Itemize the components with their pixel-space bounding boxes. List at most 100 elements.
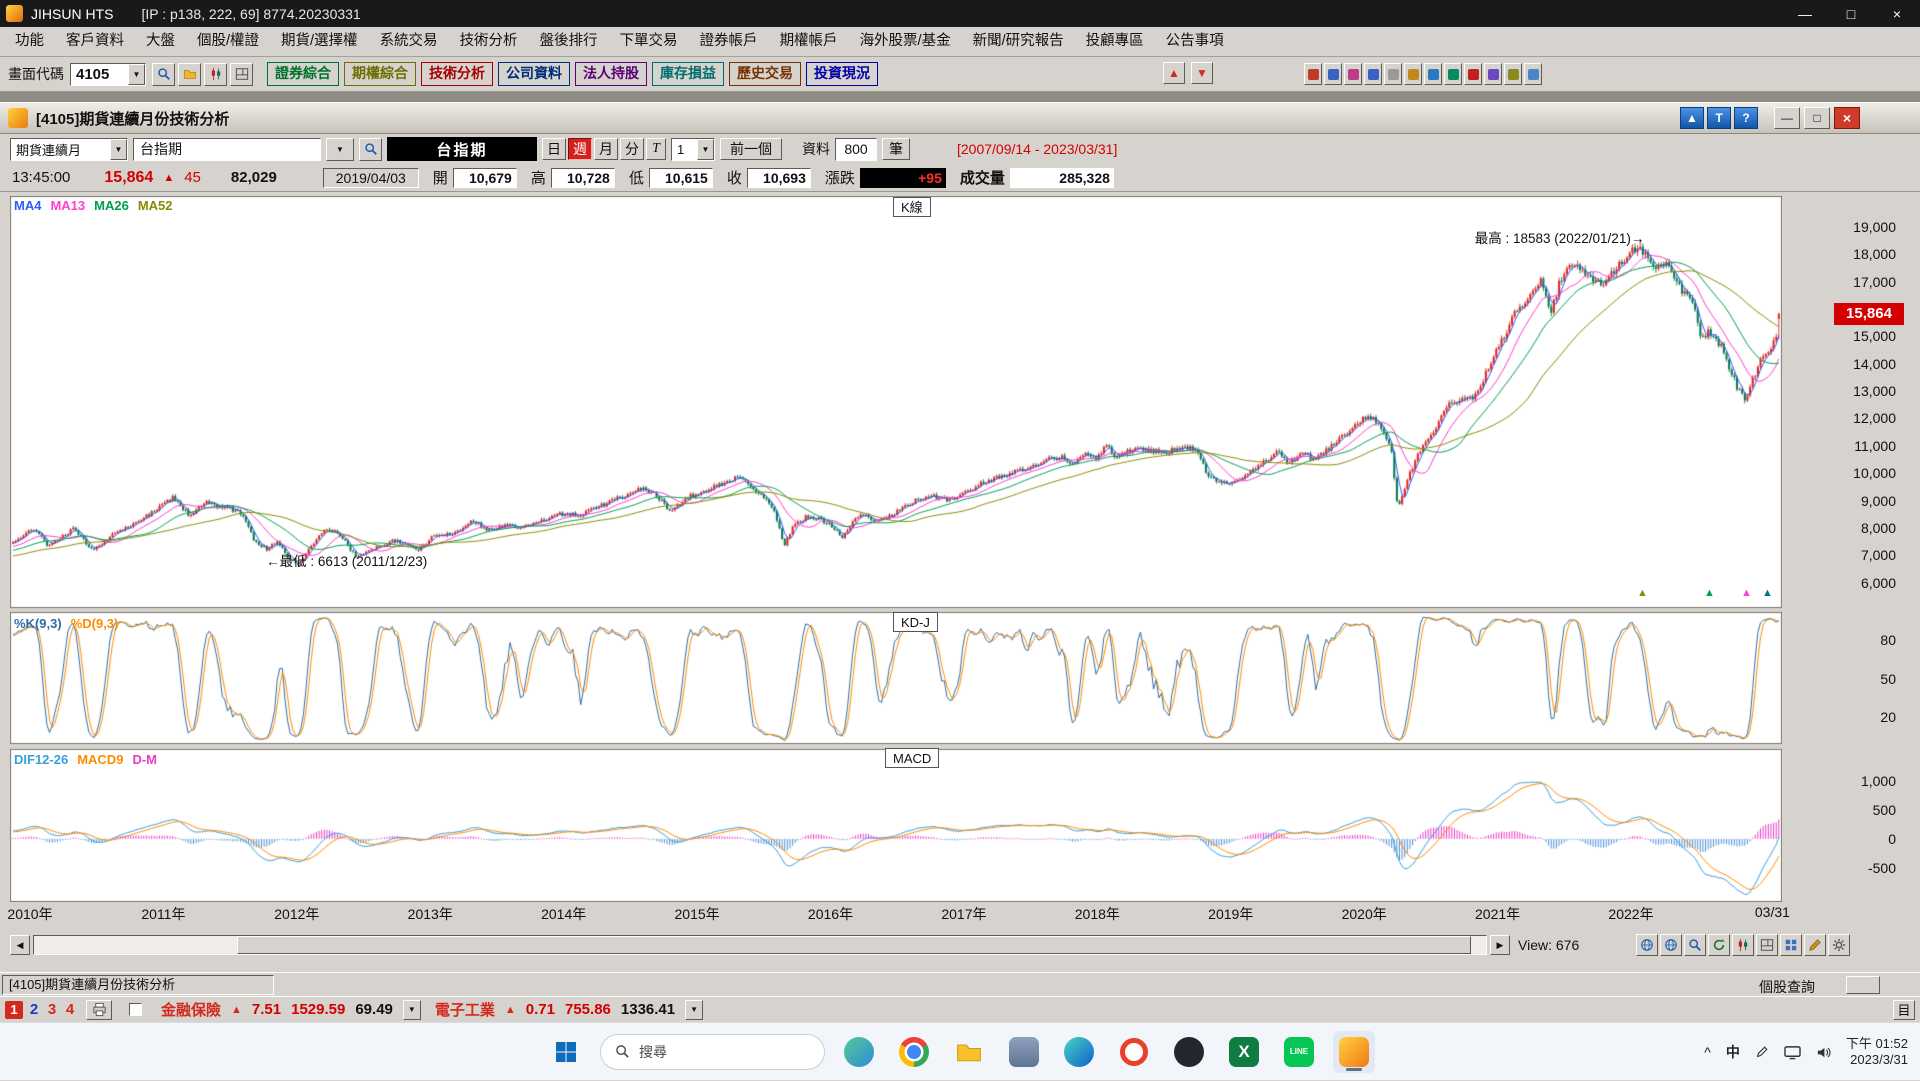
network-monitor-icon[interactable]: [1784, 1045, 1801, 1060]
page-button-1[interactable]: 1: [5, 1000, 23, 1019]
stock-query-link[interactable]: 個股查詢: [1759, 979, 1815, 995]
quick-button-技術分析[interactable]: 技術分析: [421, 62, 493, 86]
pin-top-button[interactable]: ▲: [1680, 107, 1704, 129]
menu-item-期權帳戶[interactable]: 期權帳戶: [779, 33, 838, 49]
candle-icon[interactable]: [1732, 934, 1754, 956]
search-icon[interactable]: [152, 62, 175, 86]
taskbar-clock[interactable]: 下午 01:52 2023/3/31: [1846, 1036, 1908, 1068]
dark-app-icon[interactable]: [1168, 1031, 1210, 1073]
scroll-right-button[interactable]: ▶: [1490, 935, 1510, 955]
toolbar-mini-icon-12[interactable]: [1524, 63, 1542, 85]
quick-button-投資現況[interactable]: 投資現況: [806, 62, 878, 86]
series-select[interactable]: 期貨連續月 ▼: [10, 137, 128, 161]
symbol-input[interactable]: 台指期: [133, 137, 321, 161]
period-button-日[interactable]: 日: [542, 138, 566, 160]
window-close-button[interactable]: ×: [1834, 107, 1860, 129]
quick-button-庫存損益[interactable]: 庫存損益: [652, 62, 724, 86]
chevron-down-icon[interactable]: ▼: [697, 138, 714, 160]
menu-item-系統交易[interactable]: 系統交易: [379, 33, 438, 49]
jihsun-icon[interactable]: [1333, 1030, 1375, 1073]
gear-icon[interactable]: [1828, 934, 1850, 956]
speaker-icon[interactable]: [1816, 1045, 1831, 1060]
buy-arrow-icon[interactable]: ▲: [1163, 62, 1185, 84]
page-button-2[interactable]: 2: [29, 1001, 39, 1018]
menu-item-盤後排行[interactable]: 盤後排行: [539, 33, 598, 49]
toolbar-mini-icon-4[interactable]: [1364, 63, 1382, 85]
symbol-dropdown-button[interactable]: ▼: [326, 137, 354, 161]
folder-icon[interactable]: [178, 62, 201, 86]
close-button[interactable]: ×: [1892, 5, 1902, 22]
excel-icon[interactable]: X: [1223, 1031, 1265, 1073]
pen-icon[interactable]: [1755, 1045, 1769, 1059]
menu-item-期貨/選擇權[interactable]: 期貨/選擇權: [281, 33, 358, 49]
widgets-icon[interactable]: [838, 1031, 880, 1073]
quick-button-法人持股[interactable]: 法人持股: [575, 62, 647, 86]
screen-icon[interactable]: [230, 62, 253, 86]
start-button[interactable]: [545, 1031, 587, 1073]
menu-item-海外股票/基金[interactable]: 海外股票/基金: [859, 33, 951, 49]
menu-item-技術分析[interactable]: 技術分析: [459, 33, 518, 49]
symbol-search-button[interactable]: [359, 137, 382, 161]
status-mini-box[interactable]: [1846, 976, 1880, 994]
help-button[interactable]: ?: [1734, 107, 1758, 129]
quick-button-公司資料[interactable]: 公司資料: [498, 62, 570, 86]
template-button[interactable]: T: [1707, 107, 1731, 129]
scrollbar-track[interactable]: [33, 935, 1487, 955]
interval-combo[interactable]: 1 ▼: [671, 137, 715, 161]
menu-item-下單交易[interactable]: 下單交易: [619, 33, 678, 49]
toolbar-mini-icon-9[interactable]: [1464, 63, 1482, 85]
chart-icon[interactable]: [204, 62, 227, 86]
side-panel-tab[interactable]: 目: [1893, 999, 1915, 1020]
window-restore-button[interactable]: □: [1804, 107, 1830, 129]
ticker-checkbox[interactable]: [129, 1003, 142, 1016]
toolbar-mini-icon-6[interactable]: [1404, 63, 1422, 85]
sell-arrow-icon[interactable]: ▼: [1191, 62, 1213, 84]
grid-icon[interactable]: [1780, 934, 1802, 956]
tray-caret[interactable]: ^: [1704, 1044, 1711, 1060]
previous-button[interactable]: 前一個: [720, 138, 782, 160]
edge-icon[interactable]: [1058, 1031, 1100, 1073]
menu-item-公告事項[interactable]: 公告事項: [1165, 33, 1224, 49]
ime-indicator[interactable]: 中: [1725, 1044, 1740, 1060]
scrollbar-thumb[interactable]: [237, 936, 1472, 954]
sector-dropdown-button[interactable]: ▼: [685, 999, 704, 1020]
refresh-icon[interactable]: [1708, 934, 1730, 956]
unit-button[interactable]: 筆: [882, 138, 910, 160]
menu-item-個股/權證[interactable]: 個股/權證: [197, 33, 260, 49]
taskbar-search[interactable]: 搜尋: [600, 1033, 825, 1070]
page-button-4[interactable]: 4: [65, 1001, 75, 1018]
menu-item-大盤[interactable]: 大盤: [146, 33, 175, 49]
toolbar-mini-icon-3[interactable]: [1344, 63, 1362, 85]
pencil-icon[interactable]: [1804, 934, 1826, 956]
maximize-button[interactable]: □: [1846, 5, 1856, 22]
zoom-icon[interactable]: [1684, 934, 1706, 956]
toolbar-mini-icon-11[interactable]: [1504, 63, 1522, 85]
quick-button-歷史交易[interactable]: 歷史交易: [729, 62, 801, 86]
menu-item-投顧專區[interactable]: 投顧專區: [1085, 33, 1144, 49]
layout-icon[interactable]: [1756, 934, 1778, 956]
period-button-T[interactable]: T: [646, 138, 666, 160]
screen-code-combo[interactable]: 4105 ▼: [70, 62, 146, 86]
file-explorer-icon[interactable]: [948, 1031, 990, 1073]
chevron-down-icon[interactable]: ▼: [110, 138, 127, 160]
menu-item-新聞/研究報告[interactable]: 新聞/研究報告: [972, 33, 1064, 49]
period-button-週[interactable]: 週: [568, 138, 592, 160]
price-chart-canvas[interactable]: [10, 196, 1782, 902]
page-button-3[interactable]: 3: [47, 1001, 57, 1018]
minimize-button[interactable]: —: [1798, 5, 1812, 22]
sector-dropdown-button[interactable]: ▼: [402, 999, 421, 1020]
quick-button-證券綜合[interactable]: 證券綜合: [267, 62, 339, 86]
chevron-down-icon[interactable]: ▼: [128, 63, 145, 85]
scroll-left-button[interactable]: ◀: [10, 935, 30, 955]
app-blue-gray-icon[interactable]: [1003, 1031, 1045, 1073]
opera-icon[interactable]: [1113, 1031, 1155, 1073]
period-button-月[interactable]: 月: [594, 138, 618, 160]
globe-icon[interactable]: [1660, 934, 1682, 956]
toolbar-mini-icon-5[interactable]: [1384, 63, 1402, 85]
globe-icon[interactable]: [1636, 934, 1658, 956]
print-button[interactable]: [86, 999, 112, 1020]
menu-item-證券帳戶[interactable]: 證券帳戶: [699, 33, 758, 49]
line-icon[interactable]: LINE: [1278, 1031, 1320, 1073]
chrome-icon[interactable]: [893, 1031, 935, 1073]
toolbar-mini-icon-7[interactable]: [1424, 63, 1442, 85]
